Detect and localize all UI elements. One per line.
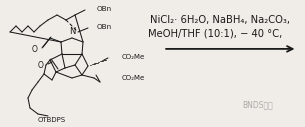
Text: O: O xyxy=(38,60,44,69)
Text: CO₂Me: CO₂Me xyxy=(122,54,145,60)
Text: CO₂Me: CO₂Me xyxy=(122,75,145,81)
Text: BNDS化学: BNDS化学 xyxy=(242,100,273,109)
Text: OTBDPS: OTBDPS xyxy=(38,117,66,123)
Text: OBn: OBn xyxy=(97,24,112,30)
Text: NiCl₂· 6H₂O, NaBH₄, Na₂CO₃,: NiCl₂· 6H₂O, NaBH₄, Na₂CO₃, xyxy=(150,15,290,25)
Text: N: N xyxy=(69,27,75,36)
Text: MeOH/THF (10:1), − 40 °C,: MeOH/THF (10:1), − 40 °C, xyxy=(148,29,282,39)
Text: OBn: OBn xyxy=(97,6,112,12)
Text: O: O xyxy=(32,45,38,54)
